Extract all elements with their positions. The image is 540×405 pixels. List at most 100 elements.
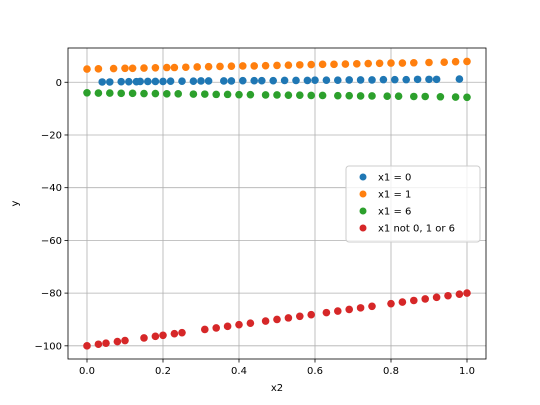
series-2-point — [261, 91, 270, 99]
series-3-point — [387, 299, 395, 308]
series-2-point — [94, 89, 103, 97]
series-0-point — [151, 77, 160, 86]
series-1-point — [341, 60, 350, 68]
series-3-point — [113, 337, 122, 346]
series-0-point — [303, 76, 312, 85]
series-0-point — [136, 77, 144, 86]
series-3-point — [170, 329, 179, 338]
series-2-point — [334, 91, 342, 100]
legend-marker-x1-other — [359, 224, 367, 232]
series-3-point — [421, 295, 430, 303]
series-1-point — [151, 63, 160, 72]
series-2-point — [83, 89, 91, 97]
series-3-point — [201, 325, 209, 334]
series-2-point — [394, 92, 403, 101]
series-0-point — [455, 75, 464, 83]
series-3-point — [178, 328, 186, 337]
series-2-point — [421, 92, 430, 101]
series-1-point — [353, 60, 361, 68]
series-1-point — [94, 65, 103, 73]
series-3-point — [463, 289, 471, 297]
series-3-point — [334, 307, 342, 315]
series-2-point — [410, 92, 418, 101]
series-2-point — [345, 91, 354, 100]
x-tick-label: 0.8 — [383, 366, 399, 377]
series-0-point — [425, 75, 433, 84]
series-0-point — [144, 77, 152, 86]
series-3-point — [151, 332, 160, 341]
series-1-point — [170, 63, 179, 72]
series-3-point — [121, 336, 129, 345]
series-2-point — [212, 90, 220, 99]
axis-ticks: 0.0 0.2 0.4 0.6 0.8 1.0 −100 −80 −60 −40 −20 0 — [35, 78, 475, 377]
x-tick-label: 0.6 — [307, 366, 323, 377]
y-axis-label: y — [10, 200, 21, 206]
series-0-point — [178, 77, 186, 86]
series-1-point — [307, 60, 316, 69]
series-1-point — [463, 57, 471, 66]
series-3-point — [261, 317, 270, 325]
series-0-point — [356, 76, 365, 84]
series-0-point — [379, 75, 388, 84]
series-3-point — [246, 319, 255, 327]
series-0-point — [345, 76, 354, 84]
series-2-point — [128, 89, 137, 98]
x-tick-label: 0.2 — [155, 366, 171, 377]
legend-marker-x1-1 — [359, 190, 367, 198]
series-2-point — [151, 89, 160, 98]
series-1-point — [375, 59, 384, 68]
series-2-point — [174, 90, 182, 98]
series-1-point — [193, 63, 201, 71]
series-0-point — [220, 77, 228, 85]
series-2-point — [201, 90, 209, 98]
series-3-point — [455, 290, 464, 298]
y-tick-label: 0 — [56, 78, 62, 89]
series-3-point — [94, 340, 103, 349]
legend-box — [345, 165, 481, 243]
series-2-point — [140, 89, 148, 98]
series-0-point — [98, 78, 106, 86]
series-2-point — [284, 91, 293, 99]
series-2-point — [296, 91, 304, 99]
series-2-point — [246, 90, 255, 99]
series-2-point — [223, 90, 232, 99]
x-axis-label: x2 — [271, 383, 283, 394]
legend: x1 = 0 x1 = 1 x1 = 6 x1 not 0, 1 or 6 — [345, 165, 481, 243]
series-1-point — [387, 59, 395, 67]
series-3-point — [273, 315, 281, 324]
series-1-point — [330, 60, 338, 69]
series-0-point — [391, 75, 399, 84]
series-0-point — [334, 76, 342, 84]
legend-marker-x1-0 — [359, 173, 367, 181]
series-1-point — [364, 59, 373, 68]
series-0-point — [432, 75, 441, 84]
series-3-point — [410, 296, 418, 305]
series-2-point — [463, 93, 471, 102]
series-0-point — [368, 76, 376, 84]
series-2-point — [436, 92, 445, 101]
series-3-point — [140, 334, 148, 342]
series-0-point — [250, 76, 258, 85]
series-1-point — [250, 62, 258, 70]
y-tick-label: −20 — [41, 130, 62, 141]
series-1-point — [261, 61, 270, 70]
series-3-point — [307, 310, 316, 319]
series-1-point — [216, 62, 224, 71]
series-0-point — [402, 75, 411, 84]
series-3-point — [444, 291, 452, 300]
series-3-point — [223, 322, 232, 331]
series-2-point — [273, 91, 281, 99]
series-1-point — [451, 57, 460, 66]
series-0-point — [322, 76, 331, 84]
y-tick-label: −40 — [41, 183, 62, 194]
x-tick-label: 0.0 — [79, 366, 95, 377]
legend-label-x1-6: x1 = 6 — [378, 207, 411, 218]
legend-label-x1-other: x1 not 0, 1 or 6 — [378, 224, 455, 235]
series-2-point — [189, 90, 198, 98]
series-0-point — [197, 77, 205, 85]
series-1-point — [440, 58, 449, 67]
series-1-point — [398, 59, 407, 67]
series-3-point — [284, 314, 293, 322]
series-1-point — [128, 64, 137, 73]
